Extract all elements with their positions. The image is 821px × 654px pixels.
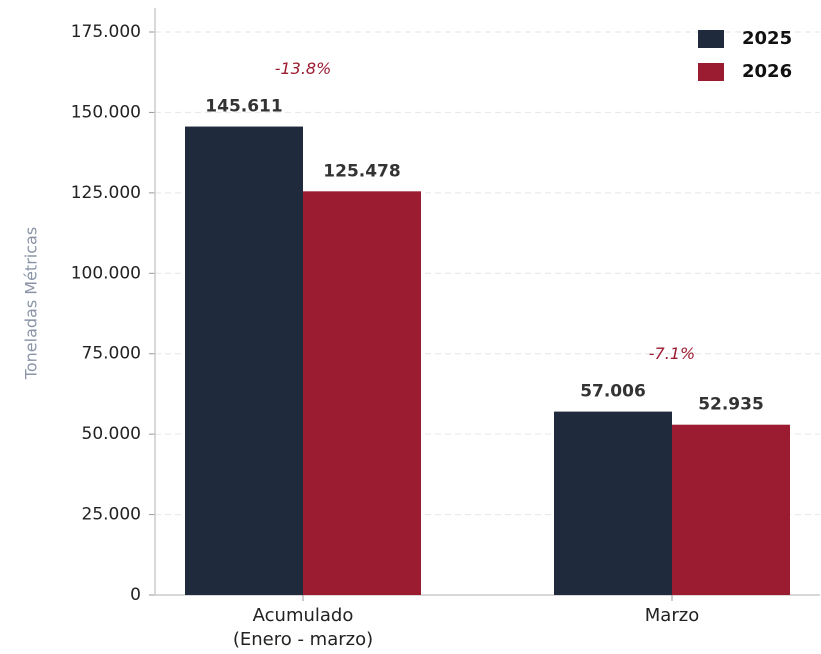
- legend-label: 2025: [742, 28, 792, 49]
- value-label: 57.006: [580, 382, 646, 402]
- value-label: 145.611: [205, 97, 282, 117]
- annotation: -13.8%: [275, 59, 332, 78]
- y-tick-label: 175.000: [71, 22, 141, 42]
- x-tick-label: Marzo: [645, 605, 699, 626]
- bar: [185, 126, 303, 595]
- annotation: -7.1%: [649, 344, 695, 363]
- legend-swatch: [698, 30, 724, 48]
- legend-label: 2026: [742, 61, 792, 82]
- y-tick-label: 50.000: [82, 424, 141, 444]
- y-tick-label: 25.000: [82, 505, 141, 525]
- y-tick-label: 75.000: [82, 344, 141, 364]
- x-tick-label: Acumulado (Enero - marzo): [233, 605, 373, 650]
- legend-swatch: [698, 63, 724, 81]
- y-tick-label: 125.000: [71, 183, 141, 203]
- y-tick-label: 100.000: [71, 263, 141, 283]
- y-tick-label: 0: [130, 585, 141, 605]
- y-tick-label: 150.000: [71, 102, 141, 122]
- value-label: 125.478: [323, 161, 400, 181]
- bar: [303, 191, 421, 596]
- bar: [672, 424, 790, 595]
- value-label: 52.935: [698, 395, 764, 415]
- y-axis-label: Toneladas Métricas: [22, 227, 41, 380]
- bar: [554, 411, 672, 595]
